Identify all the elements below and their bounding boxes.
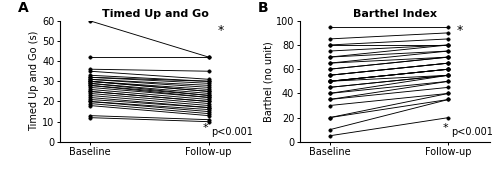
Text: p<0.001: p<0.001 (451, 127, 492, 137)
Title: Barthel Index: Barthel Index (353, 9, 437, 19)
Y-axis label: Timed Up and Go (s): Timed Up and Go (s) (30, 31, 40, 131)
Text: B: B (258, 1, 268, 15)
Text: p<0.001: p<0.001 (211, 127, 253, 137)
Text: *: * (457, 24, 464, 37)
Text: *: * (218, 24, 224, 37)
Text: *: * (443, 123, 448, 133)
Y-axis label: Barthel (no unit): Barthel (no unit) (263, 41, 273, 122)
Text: A: A (18, 1, 29, 15)
Title: Timed Up and Go: Timed Up and Go (102, 9, 208, 19)
Text: *: * (203, 123, 208, 133)
